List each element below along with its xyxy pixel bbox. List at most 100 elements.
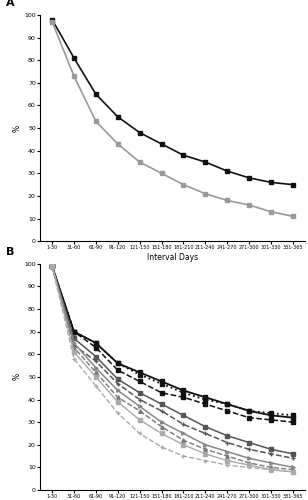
ABC/3TC/DTG (N=2,585) bbox=[160, 380, 163, 386]
FTC/TDF+DTG (N=932) bbox=[138, 390, 141, 396]
MTR (N=2,504) bbox=[138, 159, 141, 165]
FTC/TDF+DRV combo (N=386) bbox=[138, 404, 141, 409]
FTC/TDF+ATV/r,c (N=403) bbox=[247, 462, 251, 468]
FTC/TDF+ATV combo (N=46) bbox=[247, 464, 251, 470]
FTC/TDF+DTG (N=932) bbox=[204, 424, 207, 430]
EVG/COB/FTC/TAF (N=1,991) bbox=[269, 412, 273, 418]
FTC/TDF+ATV combo (N=46) bbox=[160, 444, 163, 450]
EFV/FTC/TDF (N=2,183) bbox=[138, 396, 141, 402]
Line: FTC/TDF+ATV combo (N=46): FTC/TDF+ATV combo (N=46) bbox=[50, 264, 295, 474]
MTR (N=2,504) bbox=[94, 118, 98, 124]
ABC/3TC/DTG (N=2,585) bbox=[50, 263, 54, 269]
FTC/TDF+DRV/r,c (N=625) bbox=[160, 424, 163, 430]
FTC/TDF+DRV combo (N=386) bbox=[182, 430, 185, 436]
FTC/TDF+DRV/r,c (N=625) bbox=[94, 370, 98, 376]
EVG/COB/FTC/TDF (N=2,526) bbox=[204, 401, 207, 407]
FTC/TDF+DTG (N=932) bbox=[247, 440, 251, 446]
Y-axis label: %: % bbox=[12, 374, 22, 380]
FTC/TDF+ATV combo (N=46) bbox=[50, 263, 54, 269]
FTC/TDF+DRV combo (N=386) bbox=[94, 365, 98, 371]
EVG/COB/FTC/TDF (N=2,526) bbox=[138, 378, 141, 384]
FTC/TDF+DRV/r,c (N=625) bbox=[116, 394, 120, 400]
STR (N=10,623) bbox=[160, 141, 163, 147]
EVG/COB/FTC/TDF (N=2,526) bbox=[269, 417, 273, 423]
STR (N=10,623) bbox=[269, 180, 273, 186]
FTC/TDF+DRV/r,c (N=625) bbox=[225, 453, 229, 459]
EVG/COB/FTC/TDF (N=2,526) bbox=[116, 367, 120, 373]
STR (N=10,623) bbox=[94, 91, 98, 97]
FTC/TDF+DTG (N=932) bbox=[50, 263, 54, 269]
ABC/3TC/DTG (N=2,585) bbox=[204, 396, 207, 402]
EVG/COB/FTC/TAF (N=1,991) bbox=[291, 414, 295, 420]
STR (N=10,623) bbox=[247, 175, 251, 181]
EVG/COB/FTC/TDF (N=2,526) bbox=[247, 414, 251, 420]
FTC/TDF+DTG (N=932) bbox=[291, 451, 295, 457]
EVG/COB/FTC/TDF (N=2,526) bbox=[182, 394, 185, 400]
EFV/FTC/TDF (N=2,183) bbox=[204, 430, 207, 436]
FTC/TDF+ATV/r,c (N=403) bbox=[72, 349, 76, 355]
MTR (N=2,504) bbox=[116, 141, 120, 147]
FTC/TDF+ATV/r,c (N=403) bbox=[291, 469, 295, 475]
FTC/TDF+DRV/r,c (N=625) bbox=[138, 408, 141, 414]
EFV/FTC/TDF (N=2,183) bbox=[225, 440, 229, 446]
FTC/TDF+ATV/r,c (N=403) bbox=[182, 442, 185, 448]
EVG/COB/FTC/TDF (N=2,526) bbox=[291, 419, 295, 425]
FTC/TDF+DRV/r,c (N=625) bbox=[204, 446, 207, 452]
EVG/COB/FTC/TAF (N=1,991) bbox=[138, 370, 141, 376]
FTC/TDF+ATV/r,c (N=403) bbox=[138, 417, 141, 423]
FTC/TDF+ATV combo (N=46) bbox=[138, 430, 141, 436]
Line: FTC/TDF+DRV/r,c (N=625): FTC/TDF+DRV/r,c (N=625) bbox=[50, 264, 295, 472]
FTC/TDF+ATV/r,c (N=403) bbox=[50, 263, 54, 269]
FTC/TDF+DRV/r,c (N=625) bbox=[182, 437, 185, 443]
FTC/TDF+DRV/r,c (N=625) bbox=[72, 344, 76, 350]
FTC/TDF+ATV combo (N=46) bbox=[72, 356, 76, 362]
FTC/TDF+DRV combo (N=386) bbox=[116, 388, 120, 394]
STR (N=10,623) bbox=[225, 168, 229, 174]
FTC/TDF+DRV combo (N=386) bbox=[225, 448, 229, 454]
FTC/TDF+DRV/r,c (N=625) bbox=[247, 460, 251, 466]
Line: ABC/3TC/DTG (N=2,585): ABC/3TC/DTG (N=2,585) bbox=[50, 264, 295, 417]
STR (N=10,623) bbox=[291, 182, 295, 188]
FTC/TDF+DRV combo (N=386) bbox=[204, 442, 207, 448]
EFV/FTC/TDF (N=2,183) bbox=[94, 358, 98, 364]
Line: EFV/FTC/TDF (N=2,183): EFV/FTC/TDF (N=2,183) bbox=[50, 264, 295, 461]
ABC/3TC/DTG (N=2,585) bbox=[182, 390, 185, 396]
ABC/3TC/DTG (N=2,585) bbox=[247, 408, 251, 414]
FTC/TDF+ATV/r,c (N=403) bbox=[225, 458, 229, 464]
X-axis label: Interval Days: Interval Days bbox=[147, 253, 198, 262]
STR (N=10,623) bbox=[138, 130, 141, 136]
FTC/TDF+ATV/r,c (N=403) bbox=[94, 374, 98, 380]
FTC/TDF+ATV/r,c (N=403) bbox=[160, 430, 163, 436]
FTC/TDF+DRV combo (N=386) bbox=[50, 263, 54, 269]
STR (N=10,623) bbox=[50, 16, 54, 22]
ABC/3TC/DTG (N=2,585) bbox=[116, 360, 120, 366]
Line: MTR (N=2,504): MTR (N=2,504) bbox=[50, 20, 295, 218]
FTC/TDF+DRV/r,c (N=625) bbox=[50, 263, 54, 269]
Line: STR (N=10,623): STR (N=10,623) bbox=[50, 18, 295, 186]
MTR (N=2,504) bbox=[182, 182, 185, 188]
Line: EVG/COB/FTC/TAF (N=1,991): EVG/COB/FTC/TAF (N=1,991) bbox=[50, 264, 295, 420]
EVG/COB/FTC/TDF (N=2,526) bbox=[50, 263, 54, 269]
Text: A: A bbox=[6, 0, 14, 8]
ABC/3TC/DTG (N=2,585) bbox=[225, 401, 229, 407]
MTR (N=2,504) bbox=[204, 190, 207, 196]
EFV/FTC/TDF (N=2,183) bbox=[247, 446, 251, 452]
EFV/FTC/TDF (N=2,183) bbox=[116, 380, 120, 386]
EFV/FTC/TDF (N=2,183) bbox=[160, 408, 163, 414]
EVG/COB/FTC/TAF (N=1,991) bbox=[182, 388, 185, 394]
EVG/COB/FTC/TDF (N=2,526) bbox=[225, 408, 229, 414]
FTC/TDF+DRV combo (N=386) bbox=[247, 456, 251, 462]
FTC/TDF+ATV/r,c (N=403) bbox=[269, 466, 273, 472]
FTC/TDF+DTG (N=932) bbox=[182, 412, 185, 418]
EVG/COB/FTC/TAF (N=1,991) bbox=[225, 401, 229, 407]
STR (N=10,623) bbox=[116, 114, 120, 120]
Line: FTC/TDF+DRV combo (N=386): FTC/TDF+DRV combo (N=386) bbox=[50, 264, 295, 469]
FTC/TDF+DTG (N=932) bbox=[160, 401, 163, 407]
FTC/TDF+DTG (N=932) bbox=[116, 376, 120, 382]
EVG/COB/FTC/TDF (N=2,526) bbox=[94, 344, 98, 350]
MTR (N=2,504) bbox=[247, 202, 251, 208]
FTC/TDF+ATV combo (N=46) bbox=[204, 458, 207, 464]
STR (N=10,623) bbox=[182, 152, 185, 158]
FTC/TDF+DTG (N=932) bbox=[94, 354, 98, 360]
EVG/COB/FTC/TAF (N=1,991) bbox=[160, 378, 163, 384]
